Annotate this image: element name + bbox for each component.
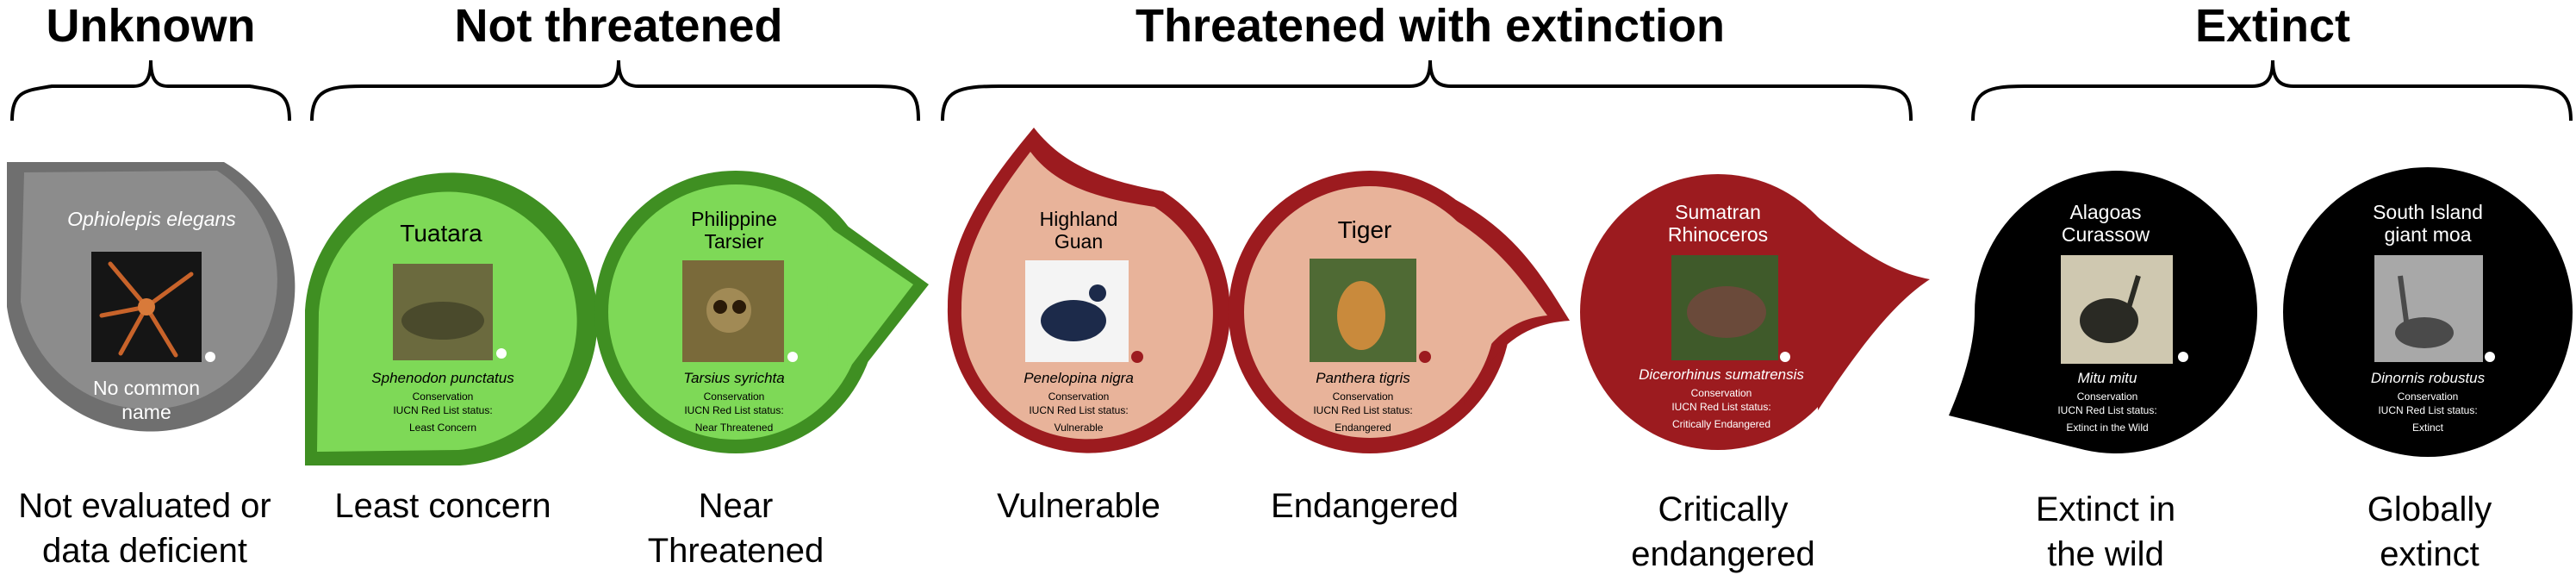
iucn-status-value: Endangered <box>1335 422 1391 434</box>
conservation-label: Conservation <box>704 390 765 403</box>
scientific-name: Panthera tigris <box>1316 370 1410 386</box>
species-name-line2: Curassow <box>2062 223 2150 246</box>
group-title-not-threatened: Not threatened <box>454 0 782 52</box>
species-card-rhinoceros: Sumatran Rhinoceros Dicerorhinus sumatre… <box>1580 174 1930 450</box>
category-label-line2: extinct <box>2380 535 2480 573</box>
no-common-name-line1: No common <box>93 377 200 399</box>
iucn-status-label: IUCN Red List status: <box>1313 404 1412 416</box>
tiger-icon <box>1337 281 1385 350</box>
conservation-label: Conservation <box>1691 387 1752 399</box>
category-label-line1: Critically <box>1658 490 1788 528</box>
conservation-label: Conservation <box>1048 390 1110 403</box>
iucn-status-value: Vulnerable <box>1055 422 1104 434</box>
species-card-moa: South Island giant moa Dinornis robustus… <box>2283 167 2573 457</box>
scientific-name: Dicerorhinus sumatrensis <box>1639 366 1804 383</box>
scientific-name: Sphenodon punctatus <box>371 370 514 386</box>
species-card-tiger: Tiger Panthera tigris Conservation IUCN … <box>1229 171 1570 453</box>
category-label-line2: endangered <box>1631 535 1815 573</box>
scientific-name: Mitu mitu <box>2078 370 2138 386</box>
brace-not-threatened <box>310 59 920 122</box>
group-title-unknown: Unknown <box>47 0 256 52</box>
copyright-icon <box>496 348 507 359</box>
curassow-icon <box>2080 298 2138 343</box>
copyright-icon <box>1419 351 1431 363</box>
brace-threatened <box>941 59 1913 122</box>
guan-icon <box>1041 300 1106 341</box>
category-label-line1: Near <box>699 487 774 525</box>
scientific-name: Dinornis robustus <box>2371 370 2486 386</box>
species-name-line1: South Island <box>2373 201 2483 223</box>
copyright-icon <box>2485 352 2495 362</box>
iucn-status-label: IUCN Red List status: <box>1029 404 1128 416</box>
group-title-extinct: Extinct <box>2195 0 2350 52</box>
category-label-line2: Threatened <box>648 532 824 570</box>
brace-unknown <box>10 59 291 122</box>
rhinoceros-icon <box>1687 286 1766 338</box>
species-name-line1: Sumatran <box>1675 201 1761 223</box>
category-label-line1: Globally <box>2368 490 2492 528</box>
no-common-name-line2: name <box>121 401 171 423</box>
copyright-icon <box>1131 351 1143 363</box>
scientific-name: Penelopina nigra <box>1024 370 1134 386</box>
iucn-status-value: Near Threatened <box>695 422 774 434</box>
tuatara-icon <box>401 302 484 340</box>
category-label-line1: Vulnerable <box>997 487 1160 525</box>
group-title-threatened: Threatened with extinction <box>1136 0 1725 52</box>
conservation-label: Conservation <box>413 390 474 403</box>
iucn-status-value: Critically Endangered <box>1672 418 1770 430</box>
iucn-status-label: IUCN Red List status: <box>393 404 492 416</box>
iucn-status-value: Extinct in the Wild <box>2066 422 2148 434</box>
species-name-line2: Rhinoceros <box>1668 223 1768 246</box>
species-name-line2: giant moa <box>2384 223 2471 246</box>
conservation-label: Conservation <box>2077 390 2138 403</box>
category-label-line1: Not evaluated or <box>18 487 271 525</box>
species-name-line1: Ophiolepis elegans <box>67 208 236 230</box>
copyright-icon <box>2178 352 2188 362</box>
species-card-curassow: Alagoas Curassow Mitu mitu Conservation … <box>1949 170 2257 453</box>
species-name-line1: Alagoas <box>2069 201 2141 223</box>
species-common-name: Tuatara <box>400 220 482 247</box>
species-card-tarsier: Philippine Tarsier Tarsius syrichta Cons… <box>594 171 929 453</box>
conservation-label: Conservation <box>2398 390 2459 403</box>
copyright-icon <box>1780 352 1790 362</box>
category-label-line1: Endangered <box>1271 487 1459 525</box>
species-name-line1: Highland <box>1040 208 1118 230</box>
species-card-ophiolepis: Ophiolepis elegans No common name <box>7 162 296 432</box>
species-card-tuatara: Tuatara Sphenodon punctatus Conservation… <box>305 172 598 466</box>
conservation-label: Conservation <box>1333 390 1394 403</box>
category-label-line2: the wild <box>2047 535 2164 573</box>
scientific-name: Tarsius syrichta <box>683 370 784 386</box>
category-label-line2: data deficient <box>42 532 247 570</box>
brace-extinct <box>1971 59 2573 122</box>
iucn-status-value: Least Concern <box>409 422 476 434</box>
category-label-line1: Extinct in <box>2036 490 2175 528</box>
iucn-status-label: IUCN Red List status: <box>684 404 783 416</box>
iucn-status-value: Extinct <box>2412 422 2444 434</box>
species-common-name: Tiger <box>1338 216 1392 243</box>
moa-icon <box>2395 317 2454 348</box>
copyright-icon <box>205 352 215 362</box>
tarsier-icon <box>706 288 751 333</box>
iucn-status-label: IUCN Red List status: <box>2378 404 2477 416</box>
iucn-status-label: IUCN Red List status: <box>2057 404 2156 416</box>
species-name-line2: Guan <box>1055 230 1103 253</box>
copyright-icon <box>787 352 798 362</box>
category-label-line1: Least concern <box>334 487 551 525</box>
iucn-status-label: IUCN Red List status: <box>1671 401 1770 413</box>
species-name-line1: Philippine <box>691 208 777 230</box>
species-name-line2: Tarsier <box>704 230 763 253</box>
species-card-guan: Highland Guan Penelopina nigra Conservat… <box>947 128 1230 453</box>
